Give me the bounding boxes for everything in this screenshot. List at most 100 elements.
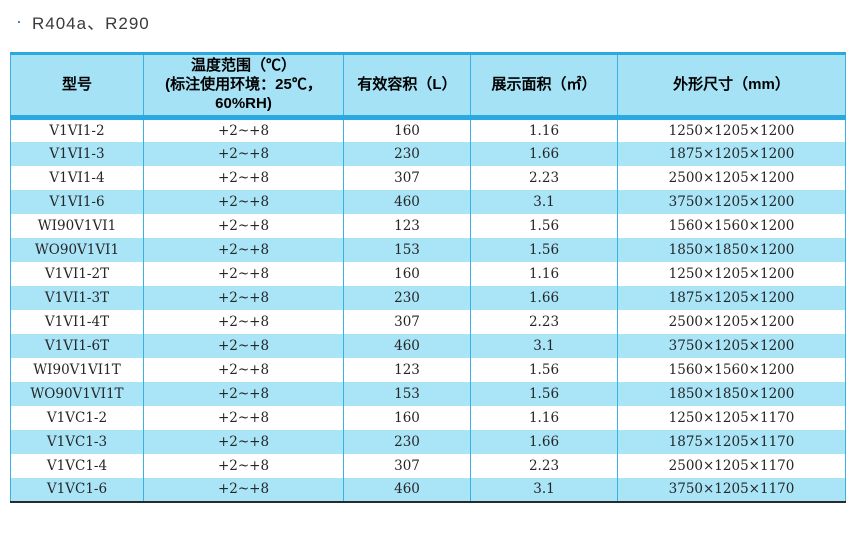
- cell-display-area: 3.1: [470, 333, 618, 358]
- cell-dimensions: 1875×1205×1170: [617, 429, 846, 454]
- cell-volume: 230: [343, 141, 471, 166]
- cell-display-area: 2.23: [470, 453, 618, 478]
- cell-dimensions: 2500×1205×1200: [617, 165, 846, 190]
- cell-temp-range: +2~+8: [143, 285, 344, 310]
- cell-temp-range: +2~+8: [143, 189, 344, 214]
- cell-model: WI90V1VI1T: [10, 357, 144, 382]
- cell-display-area: 1.66: [470, 141, 618, 166]
- cell-model: V1VI1-4: [10, 165, 144, 190]
- cell-display-area: 1.16: [470, 117, 618, 142]
- cell-display-area: 3.1: [470, 477, 618, 503]
- table-row: V1VI1-3T +2~+8 230 1.66 1875×1205×1200: [10, 285, 846, 310]
- cell-display-area: 1.16: [470, 405, 618, 430]
- cell-temp-range: +2~+8: [143, 237, 344, 262]
- cell-dimensions: 1875×1205×1200: [617, 141, 846, 166]
- cell-volume: 123: [343, 213, 471, 238]
- table-header: 型号 温度范围（℃） (标注使用环境：25℃， 60%RH) 有效容积（L） 展…: [10, 51, 846, 121]
- cell-display-area: 1.66: [470, 285, 618, 310]
- cell-dimensions: 1250×1205×1170: [617, 405, 846, 430]
- cell-temp-range: +2~+8: [143, 213, 344, 238]
- table-row: V1VC1-4 +2~+8 307 2.23 2500×1205×1170: [10, 453, 846, 478]
- cell-dimensions: 2500×1205×1170: [617, 453, 846, 478]
- cell-model: V1VI1-4T: [10, 309, 144, 334]
- page-title: R404a、R290: [32, 13, 150, 33]
- header-temp-range: 温度范围（℃） (标注使用环境：25℃， 60%RH): [143, 51, 344, 121]
- cell-temp-range: +2~+8: [143, 357, 344, 382]
- cell-display-area: 1.56: [470, 237, 618, 262]
- cell-display-area: 1.16: [470, 261, 618, 286]
- cell-display-area: 1.56: [470, 357, 618, 382]
- table-row: V1VI1-2T +2~+8 160 1.16 1250×1205×1200: [10, 261, 846, 286]
- cell-model: V1VI1-6: [10, 189, 144, 214]
- header-display-area: 展示面积（㎡）: [470, 51, 618, 121]
- cell-dimensions: 3750×1205×1200: [617, 189, 846, 214]
- cell-model: V1VC1-4: [10, 453, 144, 478]
- cell-temp-range: +2~+8: [143, 405, 344, 430]
- header-dimensions: 外形尺寸（mm）: [617, 51, 846, 121]
- cell-display-area: 3.1: [470, 189, 618, 214]
- cell-model: V1VI1-2: [10, 117, 144, 142]
- cell-model: V1VC1-6: [10, 477, 144, 503]
- table-row: V1VC1-2 +2~+8 160 1.16 1250×1205×1170: [10, 405, 846, 430]
- header-volume: 有效容积（L）: [343, 51, 471, 121]
- table-row: V1VI1-4T +2~+8 307 2.23 2500×1205×1200: [10, 309, 846, 334]
- cell-volume: 460: [343, 189, 471, 214]
- cell-volume: 230: [343, 285, 471, 310]
- table-row: V1VI1-3 +2~+8 230 1.66 1875×1205×1200: [10, 141, 846, 166]
- cell-model: V1VI1-6T: [10, 333, 144, 358]
- table-row: V1VI1-6T +2~+8 460 3.1 3750×1205×1200: [10, 333, 846, 358]
- table-row: V1VI1-4 +2~+8 307 2.23 2500×1205×1200: [10, 165, 846, 190]
- table-row: V1VC1-6 +2~+8 460 3.1 3750×1205×1170: [10, 477, 846, 503]
- page-title-row: · R404a、R290: [0, 0, 854, 33]
- cell-dimensions: 1850×1850×1200: [617, 381, 846, 406]
- cell-dimensions: 3750×1205×1200: [617, 333, 846, 358]
- cell-model: WI90V1VI1: [10, 213, 144, 238]
- cell-temp-range: +2~+8: [143, 429, 344, 454]
- table-row: V1VI1-6 +2~+8 460 3.1 3750×1205×1200: [10, 189, 846, 214]
- table-row: V1VC1-3 +2~+8 230 1.66 1875×1205×1170: [10, 429, 846, 454]
- table-row: WI90V1VI1 +2~+8 123 1.56 1560×1560×1200: [10, 213, 846, 238]
- cell-dimensions: 3750×1205×1170: [617, 477, 846, 503]
- cell-volume: 230: [343, 429, 471, 454]
- table-row: WO90V1VI1T +2~+8 153 1.56 1850×1850×1200: [10, 381, 846, 406]
- cell-volume: 460: [343, 333, 471, 358]
- cell-temp-range: +2~+8: [143, 477, 344, 503]
- cell-temp-range: +2~+8: [143, 141, 344, 166]
- cell-temp-range: +2~+8: [143, 261, 344, 286]
- cell-display-area: 1.66: [470, 429, 618, 454]
- table-row: WO90V1VI1 +2~+8 153 1.56 1850×1850×1200: [10, 237, 846, 262]
- cell-dimensions: 1560×1560×1200: [617, 213, 846, 238]
- cell-temp-range: +2~+8: [143, 309, 344, 334]
- cell-dimensions: 1850×1850×1200: [617, 237, 846, 262]
- cell-model: V1VC1-3: [10, 429, 144, 454]
- cell-model: V1VI1-3: [10, 141, 144, 166]
- cell-temp-range: +2~+8: [143, 453, 344, 478]
- cell-dimensions: 2500×1205×1200: [617, 309, 846, 334]
- cell-volume: 153: [343, 237, 471, 262]
- cell-display-area: 2.23: [470, 309, 618, 334]
- cell-model: WO90V1VI1: [10, 237, 144, 262]
- cell-temp-range: +2~+8: [143, 117, 344, 142]
- table-body: V1VI1-2 +2~+8 160 1.16 1250×1205×1200 V1VI1-3…: [10, 117, 846, 503]
- cell-volume: 307: [343, 309, 471, 334]
- cell-volume: 123: [343, 357, 471, 382]
- cell-model: V1VI1-3T: [10, 285, 144, 310]
- header-model: 型号: [10, 51, 144, 121]
- cell-model: V1VC1-2: [10, 405, 144, 430]
- cell-volume: 460: [343, 477, 471, 503]
- cell-temp-range: +2~+8: [143, 333, 344, 358]
- table-row: V1VI1-2 +2~+8 160 1.16 1250×1205×1200: [10, 117, 846, 142]
- cell-volume: 307: [343, 165, 471, 190]
- cell-temp-range: +2~+8: [143, 381, 344, 406]
- cell-volume: 160: [343, 405, 471, 430]
- cell-display-area: 1.56: [470, 213, 618, 238]
- table-header-row: 型号 温度范围（℃） (标注使用环境：25℃， 60%RH) 有效容积（L） 展…: [10, 51, 846, 121]
- cell-model: V1VI1-2T: [10, 261, 144, 286]
- cell-dimensions: 1875×1205×1200: [617, 285, 846, 310]
- table-row: WI90V1VI1T +2~+8 123 1.56 1560×1560×1200: [10, 357, 846, 382]
- cell-dimensions: 1250×1205×1200: [617, 117, 846, 142]
- cell-volume: 153: [343, 381, 471, 406]
- cell-volume: 160: [343, 261, 471, 286]
- cell-display-area: 2.23: [470, 165, 618, 190]
- cell-dimensions: 1560×1560×1200: [617, 357, 846, 382]
